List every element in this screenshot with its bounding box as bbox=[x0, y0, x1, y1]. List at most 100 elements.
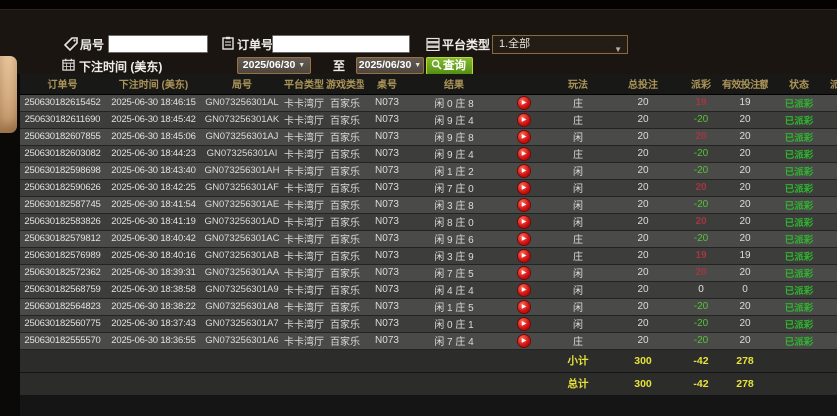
cell-extra bbox=[830, 213, 837, 231]
cell-time: 2025-06-30 18:39:31 bbox=[105, 264, 202, 282]
platform-select-value: 1.全部 bbox=[499, 38, 531, 50]
cell-game: 百家乐 bbox=[326, 230, 364, 248]
cell-status: 已派彩 bbox=[768, 111, 830, 129]
cell-time: 2025-06-30 18:41:54 bbox=[105, 196, 202, 214]
query-button[interactable]: 查询 bbox=[426, 57, 473, 75]
cell-round: GN073256301AA bbox=[202, 264, 282, 282]
table-row: 250630182590626 2025-06-30 18:42:25 GN0732… bbox=[20, 179, 837, 197]
table-row: 250630182555570 2025-06-30 18:36:55 GN0732… bbox=[20, 332, 837, 350]
cell-result: 闲 3 庄 9 bbox=[410, 247, 498, 265]
cell-table: N073 bbox=[364, 111, 410, 129]
play-result-button[interactable]: ▶ bbox=[518, 181, 530, 194]
cell-total: 20 bbox=[606, 281, 680, 299]
table-foot: 小计 300 -42 278 总计 300 -42 278 bbox=[20, 348, 837, 395]
cell-game: 百家乐 bbox=[326, 264, 364, 282]
cell-time: 2025-06-30 18:38:22 bbox=[105, 298, 202, 316]
play-result-button[interactable]: ▶ bbox=[518, 198, 530, 211]
subtotal-row: 小计 300 -42 278 bbox=[20, 348, 837, 372]
play-result-button[interactable]: ▶ bbox=[518, 147, 530, 160]
cell-platform: 卡卡湾厅 bbox=[282, 247, 326, 265]
order-input[interactable] bbox=[272, 35, 410, 53]
cell-payout: 20 bbox=[680, 264, 722, 282]
cell-order: 250630182576989 bbox=[20, 247, 105, 265]
play-result-button[interactable]: ▶ bbox=[518, 334, 530, 347]
cell-status: 已派彩 bbox=[768, 94, 830, 112]
column-header: 平台类型 bbox=[282, 74, 326, 95]
cell-bet: 闲 bbox=[550, 264, 606, 282]
date-to-picker[interactable]: 2025/06/30 ▼ bbox=[356, 57, 424, 74]
play-result-button[interactable]: ▶ bbox=[518, 113, 530, 126]
cell-play: ▶ bbox=[498, 247, 550, 265]
cell-order: 250630182583826 bbox=[20, 213, 105, 231]
cell-bet: 庄 bbox=[550, 230, 606, 248]
summary-empty bbox=[326, 348, 364, 372]
cell-valid: 20 bbox=[722, 332, 768, 350]
cell-extra bbox=[830, 281, 837, 299]
play-result-button[interactable]: ▶ bbox=[518, 317, 530, 330]
cell-total: 20 bbox=[606, 264, 680, 282]
cell-time: 2025-06-30 18:46:15 bbox=[105, 94, 202, 112]
cell-order: 250630182603082 bbox=[20, 145, 105, 163]
summary-empty bbox=[410, 371, 498, 395]
play-result-button[interactable]: ▶ bbox=[518, 164, 530, 177]
cell-payout: 0 bbox=[680, 281, 722, 299]
summary-empty bbox=[105, 371, 202, 395]
summary-empty bbox=[20, 348, 105, 372]
cell-payout: -20 bbox=[680, 230, 722, 248]
play-result-button[interactable]: ▶ bbox=[518, 300, 530, 313]
round-input[interactable] bbox=[108, 35, 208, 53]
cell-valid: 20 bbox=[722, 145, 768, 163]
cell-time: 2025-06-30 18:45:06 bbox=[105, 128, 202, 146]
table-row: 250630182568759 2025-06-30 18:38:58 GN0732… bbox=[20, 281, 837, 299]
play-result-button[interactable]: ▶ bbox=[518, 232, 530, 245]
cell-payout: 20 bbox=[680, 128, 722, 146]
summary-label: 小计 bbox=[550, 348, 606, 372]
play-result-button[interactable]: ▶ bbox=[518, 130, 530, 143]
play-result-button[interactable]: ▶ bbox=[518, 283, 530, 296]
cell-bet: 庄 bbox=[550, 94, 606, 112]
cell-play: ▶ bbox=[498, 179, 550, 197]
table-row: 250630182572362 2025-06-30 18:39:31 GN0732… bbox=[20, 264, 837, 282]
cell-status: 已派彩 bbox=[768, 230, 830, 248]
play-result-button[interactable]: ▶ bbox=[518, 266, 530, 279]
query-button-label: 查询 bbox=[443, 60, 466, 72]
window-top-strip bbox=[0, 0, 837, 9]
cell-play: ▶ bbox=[498, 196, 550, 214]
column-header: 结果 bbox=[410, 74, 498, 95]
platform-select[interactable]: 1.全部 ▼ bbox=[492, 35, 628, 54]
cell-time: 2025-06-30 18:42:25 bbox=[105, 179, 202, 197]
play-result-button[interactable]: ▶ bbox=[518, 215, 530, 228]
cell-bet: 闲 bbox=[550, 128, 606, 146]
cell-table: N073 bbox=[364, 281, 410, 299]
cell-valid: 20 bbox=[722, 230, 768, 248]
records-table-wrap: 订单号 下注时间 (美东) 局号 平台类型 游戏类型 桌号 结果 玩法 总投注 派彩 有效投注额 状态… bbox=[20, 74, 837, 416]
cell-order: 250630182607855 bbox=[20, 128, 105, 146]
cell-platform: 卡卡湾厅 bbox=[282, 298, 326, 316]
table-row: 250630182611690 2025-06-30 18:45:42 GN0732… bbox=[20, 111, 837, 129]
cell-result: 闲 7 庄 0 bbox=[410, 179, 498, 197]
summary-empty bbox=[202, 371, 282, 395]
cell-round: GN073256301AJ bbox=[202, 128, 282, 146]
platform-list-icon bbox=[426, 37, 440, 52]
cell-bet: 闲 bbox=[550, 196, 606, 214]
cell-bet: 闲 bbox=[550, 213, 606, 231]
cell-payout: -20 bbox=[680, 315, 722, 333]
cell-round: GN073256301AB bbox=[202, 247, 282, 265]
play-result-button[interactable]: ▶ bbox=[518, 249, 530, 262]
date-from-picker[interactable]: 2025/06/30 ▼ bbox=[237, 57, 311, 74]
cell-status: 已派彩 bbox=[768, 315, 830, 333]
cell-result: 闲 7 庄 5 bbox=[410, 264, 498, 282]
cell-game: 百家乐 bbox=[326, 213, 364, 231]
cell-bet: 庄 bbox=[550, 111, 606, 129]
cell-status: 已派彩 bbox=[768, 145, 830, 163]
play-result-button[interactable]: ▶ bbox=[518, 96, 530, 109]
cell-play: ▶ bbox=[498, 281, 550, 299]
cell-game: 百家乐 bbox=[326, 94, 364, 112]
summary-empty bbox=[364, 371, 410, 395]
cell-result: 闲 9 庄 8 bbox=[410, 128, 498, 146]
cell-extra bbox=[830, 94, 837, 112]
cell-game: 百家乐 bbox=[326, 247, 364, 265]
cell-bet: 庄 bbox=[550, 145, 606, 163]
cell-table: N073 bbox=[364, 332, 410, 350]
column-header: 总投注 bbox=[606, 74, 680, 95]
